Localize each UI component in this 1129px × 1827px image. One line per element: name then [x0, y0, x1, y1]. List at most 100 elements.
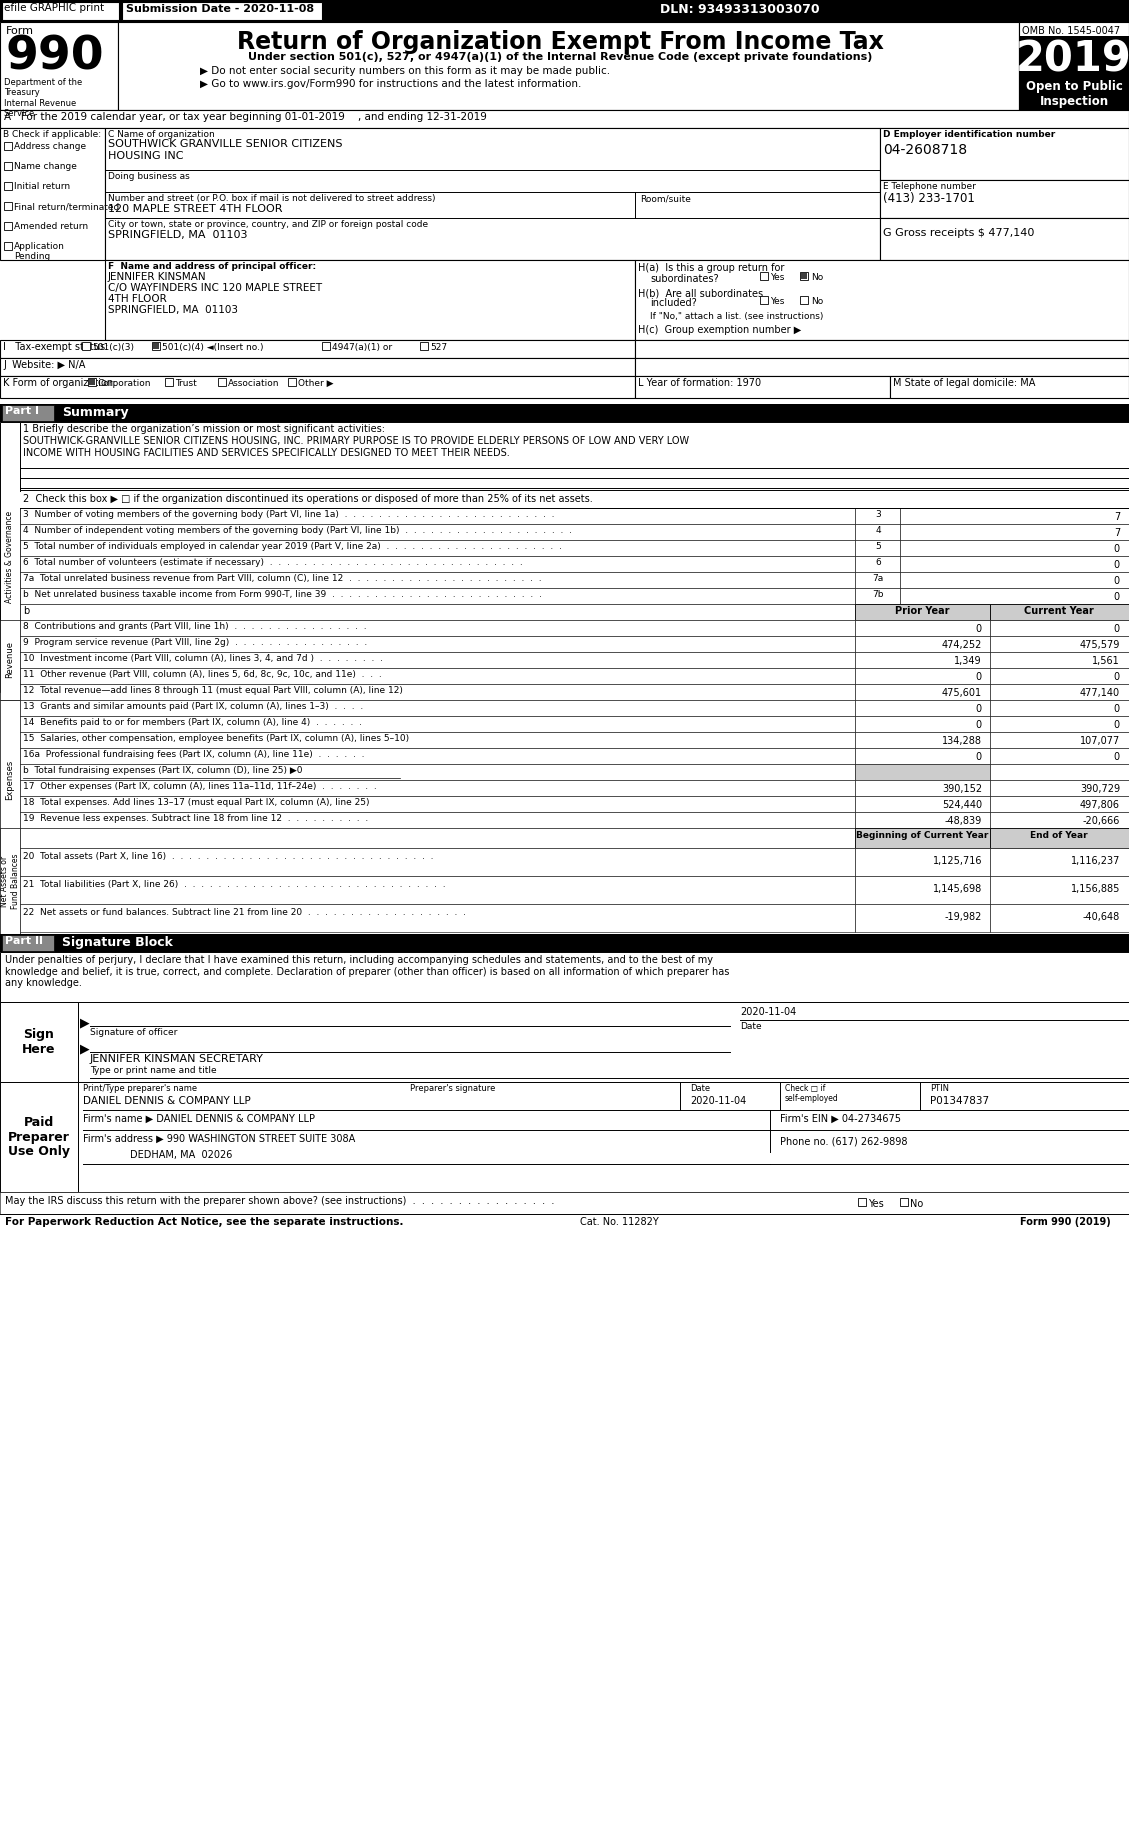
Bar	[0, 422, 20, 692]
Text: 19  Revenue less expenses. Subtract line 18 from line 12  .  .  .  .  .  .  .  .: 19 Revenue less expenses. Subtract line …	[23, 815, 368, 822]
Text: -40,648: -40,648	[1083, 912, 1120, 923]
Bar	[5, 241, 12, 250]
Text: 4947(a)(1) or: 4947(a)(1) or	[332, 343, 392, 353]
Bar	[800, 272, 808, 280]
Text: Amended return: Amended return	[14, 223, 88, 230]
Bar	[0, 1191, 1129, 1213]
Text: 475,601: 475,601	[942, 689, 982, 698]
Bar	[20, 904, 855, 932]
Text: 501(c)(4) ◄(Insert no.): 501(c)(4) ◄(Insert no.)	[161, 343, 263, 353]
Text: M State of legal domicile: MA: M State of legal domicile: MA	[893, 378, 1035, 387]
Text: I   Tax-exempt status:: I Tax-exempt status:	[3, 342, 108, 353]
Text: Under penalties of perjury, I declare that I have examined this return, includin: Under penalties of perjury, I declare th…	[5, 956, 729, 988]
Text: 0: 0	[975, 703, 982, 714]
Text: -20,666: -20,666	[1083, 817, 1120, 826]
Bar	[165, 378, 173, 385]
Bar	[20, 700, 855, 716]
Text: May the IRS discuss this return with the preparer shown above? (see instructions: May the IRS discuss this return with the…	[5, 1197, 554, 1206]
Text: 0: 0	[1114, 672, 1120, 681]
Text: J  Website: ▶ N/A: J Website: ▶ N/A	[3, 360, 86, 371]
Text: End of Year: End of Year	[1030, 831, 1088, 840]
Text: 501(c)(3): 501(c)(3)	[91, 343, 134, 353]
Text: 11  Other revenue (Part VIII, column (A), lines 5, 6d, 8c, 9c, 10c, and 11e)  . : 11 Other revenue (Part VIII, column (A),…	[23, 671, 382, 680]
Text: efile GRAPHIC print: efile GRAPHIC print	[5, 4, 104, 13]
Bar	[855, 780, 990, 797]
Text: 20  Total assets (Part X, line 16)  .  .  .  .  .  .  .  .  .  .  .  .  .  .  . : 20 Total assets (Part X, line 16) . . . …	[23, 851, 434, 861]
Bar	[20, 797, 855, 811]
Text: 5: 5	[875, 543, 881, 552]
Bar	[990, 764, 1129, 780]
Bar	[5, 143, 12, 150]
Text: 497,806: 497,806	[1080, 800, 1120, 809]
Bar	[20, 733, 855, 747]
Text: 0: 0	[1114, 753, 1120, 762]
Text: (413) 233-1701: (413) 233-1701	[883, 192, 974, 205]
Text: F  Name and address of principal officer:: F Name and address of principal officer:	[108, 261, 316, 270]
Text: 22  Net assets or fund balances. Subtract line 21 from line 20  .  .  .  .  .  .: 22 Net assets or fund balances. Subtract…	[23, 908, 466, 917]
Bar	[855, 524, 900, 541]
Text: Prior Year: Prior Year	[895, 607, 949, 616]
Bar	[20, 491, 1129, 508]
Text: No: No	[910, 1199, 924, 1209]
Text: 4  Number of independent voting members of the governing body (Part VI, line 1b): 4 Number of independent voting members o…	[23, 526, 572, 535]
Text: Other ▶: Other ▶	[298, 378, 333, 387]
Text: 390,729: 390,729	[1079, 784, 1120, 795]
Text: DEDHAM, MA  02026: DEDHAM, MA 02026	[130, 1149, 233, 1160]
Bar	[855, 747, 990, 764]
Bar	[990, 636, 1129, 652]
Text: included?: included?	[650, 298, 697, 309]
Bar	[855, 700, 990, 716]
Bar	[20, 669, 855, 683]
Text: Open to Public
Inspection: Open to Public Inspection	[1025, 80, 1122, 108]
Bar	[990, 904, 1129, 932]
Bar	[990, 848, 1129, 875]
Text: Under section 501(c), 527, or 4947(a)(1) of the Internal Revenue Code (except pr: Under section 501(c), 527, or 4947(a)(1)…	[247, 51, 873, 62]
Text: Firm's EIN ▶ 04-2734675: Firm's EIN ▶ 04-2734675	[780, 1114, 901, 1124]
Text: 390,152: 390,152	[942, 784, 982, 795]
Bar	[855, 904, 990, 932]
Bar	[0, 358, 634, 376]
Text: Revenue: Revenue	[6, 641, 15, 678]
Text: 0: 0	[975, 720, 982, 731]
Text: Doing business as: Doing business as	[108, 172, 190, 181]
Text: 4TH FLOOR: 4TH FLOOR	[108, 294, 167, 303]
Text: -48,839: -48,839	[945, 817, 982, 826]
Bar	[20, 524, 855, 541]
Text: ▶ Do not enter social security numbers on this form as it may be made public.: ▶ Do not enter social security numbers o…	[200, 66, 610, 77]
Bar	[855, 652, 990, 669]
Bar	[5, 163, 12, 170]
Text: Signature of officer: Signature of officer	[90, 1029, 177, 1038]
Bar	[288, 378, 296, 385]
Text: SOUTHWICK-GRANVILLE SENIOR CITIZENS HOUSING, INC. PRIMARY PURPOSE IS TO PROVIDE : SOUTHWICK-GRANVILLE SENIOR CITIZENS HOUS…	[23, 437, 689, 446]
Bar	[0, 700, 20, 861]
Bar	[0, 934, 1129, 952]
Bar	[1019, 79, 1129, 110]
Text: b  Net unrelated business taxable income from Form 990-T, line 39  .  .  .  .  .: b Net unrelated business taxable income …	[23, 590, 542, 599]
Bar	[1019, 22, 1129, 110]
Bar	[0, 619, 20, 700]
Bar	[855, 619, 990, 636]
Bar	[2, 935, 54, 952]
Bar	[760, 296, 768, 303]
Bar	[218, 378, 226, 385]
Text: 2019: 2019	[1016, 38, 1129, 80]
Bar	[322, 342, 330, 351]
Bar	[890, 376, 1129, 398]
Text: 477,140: 477,140	[1079, 689, 1120, 698]
Text: Phone no. (617) 262-9898: Phone no. (617) 262-9898	[780, 1136, 908, 1147]
Bar	[2, 406, 54, 420]
Text: Type or print name and title: Type or print name and title	[90, 1065, 217, 1074]
Text: Expenses: Expenses	[6, 760, 15, 800]
Text: C/O WAYFINDERS INC 120 MAPLE STREET: C/O WAYFINDERS INC 120 MAPLE STREET	[108, 283, 322, 292]
Bar	[5, 183, 12, 190]
Bar	[855, 733, 990, 747]
Text: E Telephone number: E Telephone number	[883, 183, 975, 192]
Text: 3  Number of voting members of the governing body (Part VI, line 1a)  .  .  .  .: 3 Number of voting members of the govern…	[23, 510, 554, 519]
Text: SOUTHWICK GRANVILLE SENIOR CITIZENS
HOUSING INC: SOUTHWICK GRANVILLE SENIOR CITIZENS HOUS…	[108, 139, 342, 161]
Bar	[800, 296, 808, 303]
Bar	[0, 110, 1129, 128]
Text: Trust: Trust	[175, 378, 196, 387]
Text: D Employer identification number: D Employer identification number	[883, 130, 1056, 139]
Bar	[900, 555, 1129, 572]
Bar	[855, 875, 990, 904]
